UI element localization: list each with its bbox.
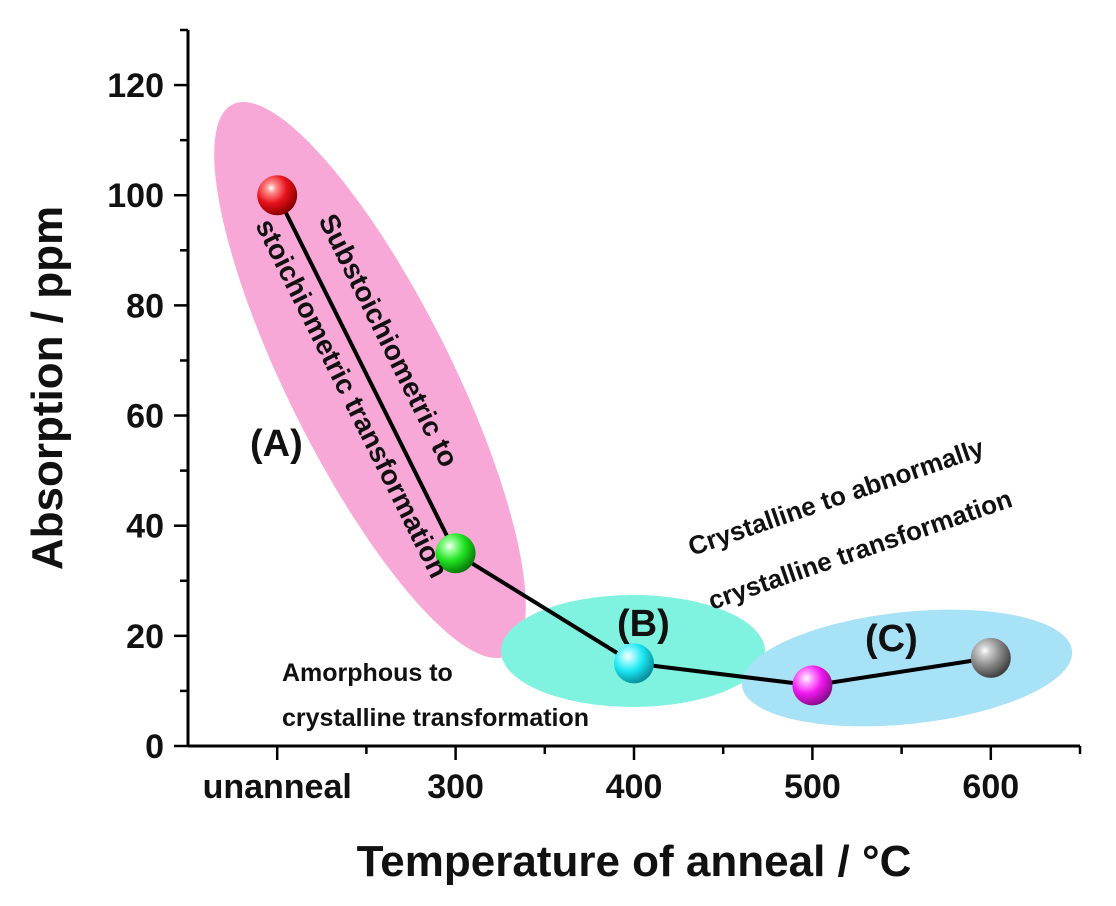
x-axis-ticks: unanneal 300 400 500 600 bbox=[203, 746, 1082, 806]
y-axis-title: Absorption / ppm bbox=[23, 206, 72, 570]
y-tick-label-120: 120 bbox=[107, 67, 164, 105]
region-b-annotation-line1: Amorphous to bbox=[282, 659, 453, 687]
y-tick-label-80: 80 bbox=[126, 287, 164, 325]
x-axis-title: Temperature of anneal / °C bbox=[357, 837, 912, 886]
data-point-600 bbox=[970, 637, 1011, 678]
y-tick-label-100: 100 bbox=[107, 177, 164, 215]
region-b-label: (B) bbox=[617, 603, 670, 645]
y-tick-label-60: 60 bbox=[126, 398, 164, 436]
x-tick-label-unanneal: unanneal bbox=[203, 768, 352, 806]
data-markers bbox=[257, 175, 1011, 706]
region-c-label: (C) bbox=[865, 618, 918, 660]
x-tick-label-300: 300 bbox=[427, 768, 484, 806]
data-point-500 bbox=[792, 665, 833, 706]
y-tick-label-0: 0 bbox=[145, 728, 164, 766]
region-a-label: (A) bbox=[250, 423, 303, 465]
x-tick-label-500: 500 bbox=[784, 768, 841, 806]
data-point-300 bbox=[435, 533, 476, 574]
x-tick-label-600: 600 bbox=[962, 768, 1019, 806]
region-c-ellipse bbox=[741, 609, 1073, 727]
region-b-annotation-line2: crystalline transformation bbox=[282, 704, 589, 732]
data-point-400 bbox=[614, 643, 654, 684]
y-axis-ticks: 0 20 40 60 80 100 120 bbox=[107, 28, 188, 766]
x-tick-label-400: 400 bbox=[606, 768, 663, 806]
data-point-unanneal bbox=[257, 175, 298, 216]
y-tick-label-20: 20 bbox=[126, 618, 164, 656]
y-tick-label-40: 40 bbox=[126, 508, 164, 546]
